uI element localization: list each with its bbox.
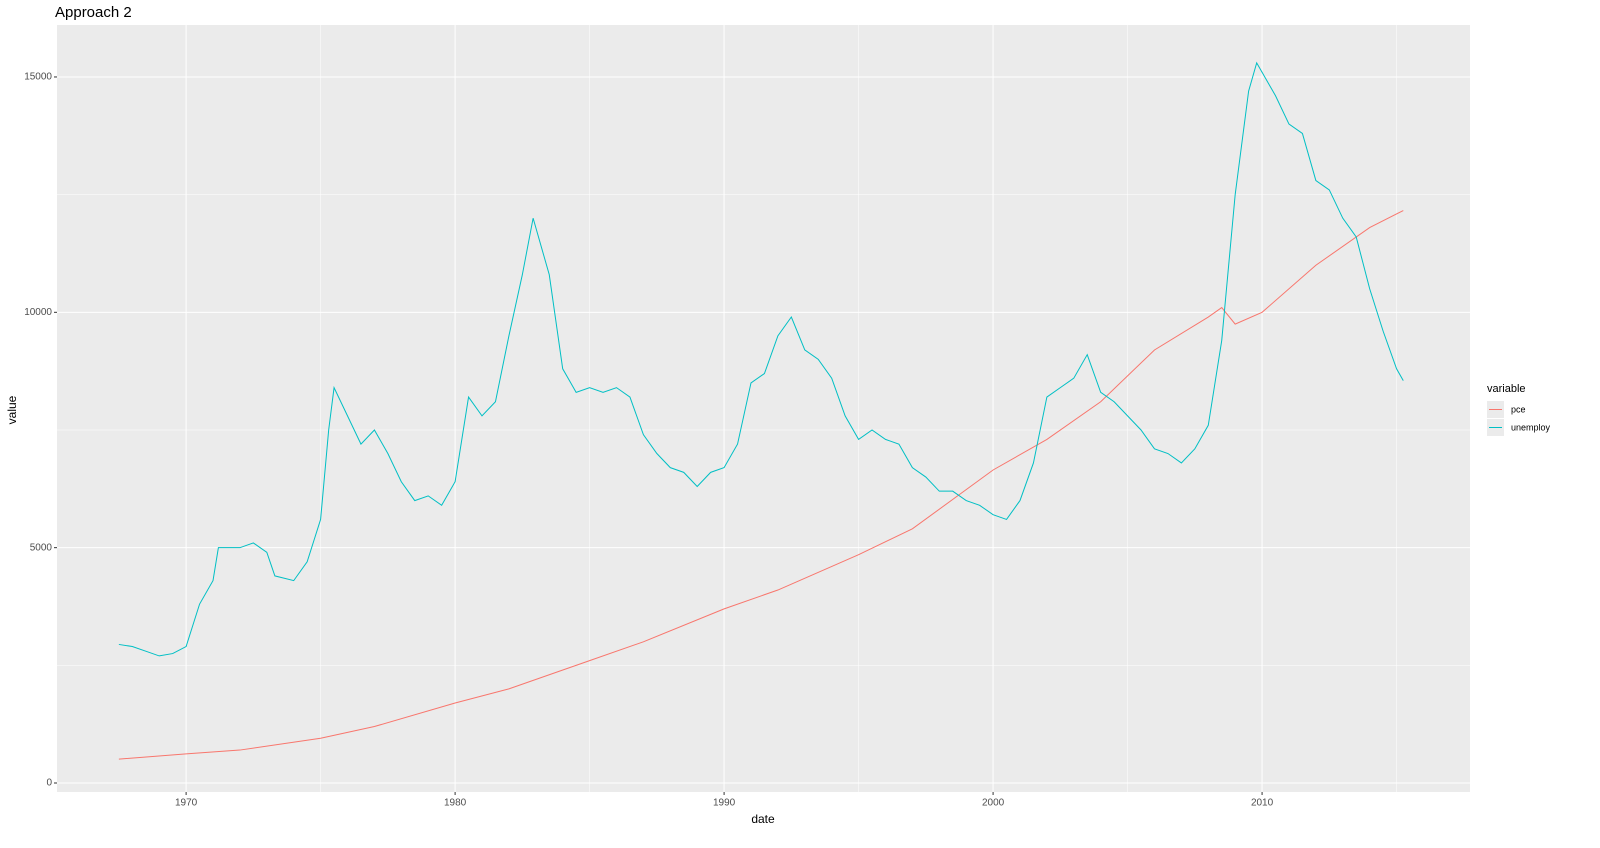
x-tick-label: 1970 — [175, 798, 198, 809]
x-tick-label: 1980 — [444, 798, 467, 809]
series-line — [118, 210, 1404, 760]
x-tick-label: 1990 — [713, 798, 736, 809]
plot-background — [57, 25, 1470, 792]
y-tick-label: 15000 — [24, 72, 52, 83]
legend-title: variable — [1487, 383, 1526, 395]
chart-title: Approach 2 — [55, 4, 132, 21]
y-axis-label: value — [5, 395, 19, 424]
x-tick-label: 2010 — [1251, 798, 1274, 809]
legend-label: pce — [1511, 404, 1526, 414]
x-tick-label: 2000 — [982, 798, 1005, 809]
series-line — [118, 61, 1404, 657]
x-axis-label: date — [751, 812, 775, 826]
legend-label: unemploy — [1511, 422, 1551, 432]
y-tick-label: 5000 — [30, 542, 53, 553]
y-tick-label: 10000 — [24, 307, 52, 318]
y-tick-label: 0 — [46, 778, 52, 789]
